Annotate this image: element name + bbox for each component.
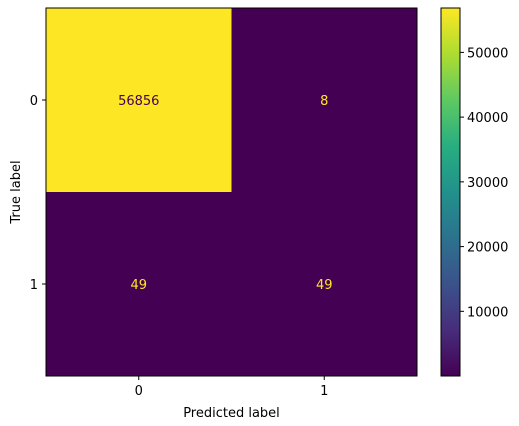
cell-value-r0-c1: 8 bbox=[320, 94, 328, 109]
heatmap-cell-r1-c1 bbox=[231, 192, 417, 376]
cell-value-r1-c1: 49 bbox=[316, 278, 333, 293]
colorbar-tick-label: 50000 bbox=[467, 46, 508, 61]
y-axis-label: True label bbox=[9, 160, 24, 224]
heatmap-cell-r0-c0 bbox=[46, 8, 232, 192]
heatmap-cells bbox=[46, 8, 417, 376]
y-axis-ticks: 01 bbox=[30, 94, 46, 293]
colorbar-tick-label: 20000 bbox=[467, 241, 508, 256]
x-tick-label: 1 bbox=[320, 384, 328, 399]
colorbar-ticks: 10000 20000 30000 40000 50000 bbox=[460, 46, 508, 320]
colorbar-tick-label: 30000 bbox=[467, 176, 508, 191]
cell-annotations: 56856 8 49 49 bbox=[118, 94, 332, 293]
y-tick-label: 1 bbox=[30, 278, 38, 293]
colorbar bbox=[440, 7, 461, 377]
cell-value-r1-c0: 49 bbox=[130, 278, 147, 293]
plot-frame bbox=[45, 7, 418, 377]
colorbar-tick-label: 40000 bbox=[467, 111, 508, 126]
cell-value-r0-c0: 56856 bbox=[118, 94, 159, 109]
colorbar-tick-label: 10000 bbox=[467, 305, 508, 320]
x-axis-label: Predicted label bbox=[183, 406, 280, 421]
heatmap-cell-r0-c1 bbox=[231, 8, 417, 192]
heatmap-cell-r1-c0 bbox=[46, 192, 232, 376]
y-tick-label: 0 bbox=[30, 94, 38, 109]
x-tick-label: 0 bbox=[135, 384, 143, 399]
